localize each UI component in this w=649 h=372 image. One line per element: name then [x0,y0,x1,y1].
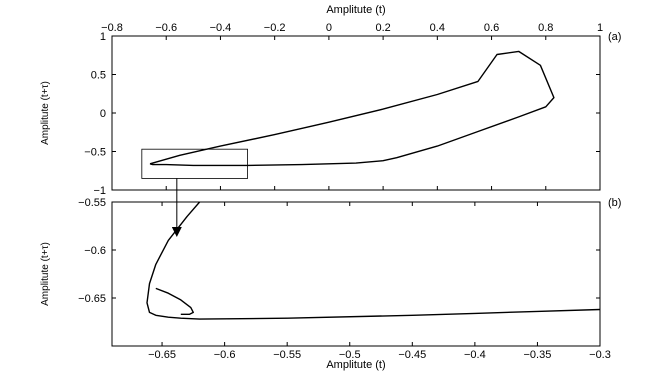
panel-b: −0.65 −0.6 −0.55 −0.5 −0.45 −0.4 −0.35 −0.3 −0.5… [40,197,621,371]
b-x-tick-label: −0.45 [398,349,426,361]
a-x-tick-label: −0.8 [101,22,123,34]
a-y-tick-label: 1 [100,31,106,43]
a-y-tick-label: −0.5 [84,147,106,159]
b-panel-label: (b) [608,197,621,209]
a-panel-label: (a) [608,31,621,43]
a-x-tick-label: 0.6 [484,22,499,34]
b-series-line-1 [155,287,195,315]
a-y-axis-label: Amplitute (t+τ) [40,81,51,145]
b-y-tick-label: −0.65 [78,293,106,305]
a-frame [111,35,601,191]
b-y-tick-label: −0.55 [78,197,106,209]
b-x-tick-label: −0.5 [339,349,361,361]
b-series-group [146,202,600,320]
b-x-tick-label: −0.4 [464,349,486,361]
a-x-tick-label: −0.6 [155,22,177,34]
a-x-tick-label: 0.4 [430,22,445,34]
b-x-tick-label: −0.65 [148,349,176,361]
b-series-line-0 [146,202,600,320]
b-x-tick-label: −0.3 [589,349,611,361]
b-x-tick-label: −0.6 [214,349,236,361]
a-x-tick-label: 0.2 [375,22,390,34]
panel-a: −0.8 −0.6 −0.4 −0.2 0 0.2 0.4 0.6 0.8 1 1 0.5 0 −0.5 −… [40,4,621,197]
b-y-axis-label: Amplitute (t+τ) [40,242,51,306]
a-x-tick-label: 0 [326,22,332,34]
a-x-tick-label: −0.4 [210,22,232,34]
a-series-line-0 [149,50,555,167]
a-y-tick-label: 0 [100,108,106,120]
b-x-axis-label: Amplitute (t) [326,359,385,371]
b-x-tick-label: −0.55 [273,349,301,361]
a-x-tick-label: −0.2 [264,22,286,34]
a-y-tick-label: 0.5 [91,70,106,82]
a-y-tick-label: −1 [93,185,106,197]
a-x-axis-label: Amplitute (t) [326,4,385,16]
b-x-tick-label: −0.35 [524,349,552,361]
b-y-tick-label: −0.6 [84,245,106,257]
zoom-box [141,148,248,179]
b-frame [111,201,601,347]
a-x-tick-label: 1 [597,22,603,34]
a-series-group [149,50,555,167]
a-x-tick-label: 0.8 [538,22,553,34]
